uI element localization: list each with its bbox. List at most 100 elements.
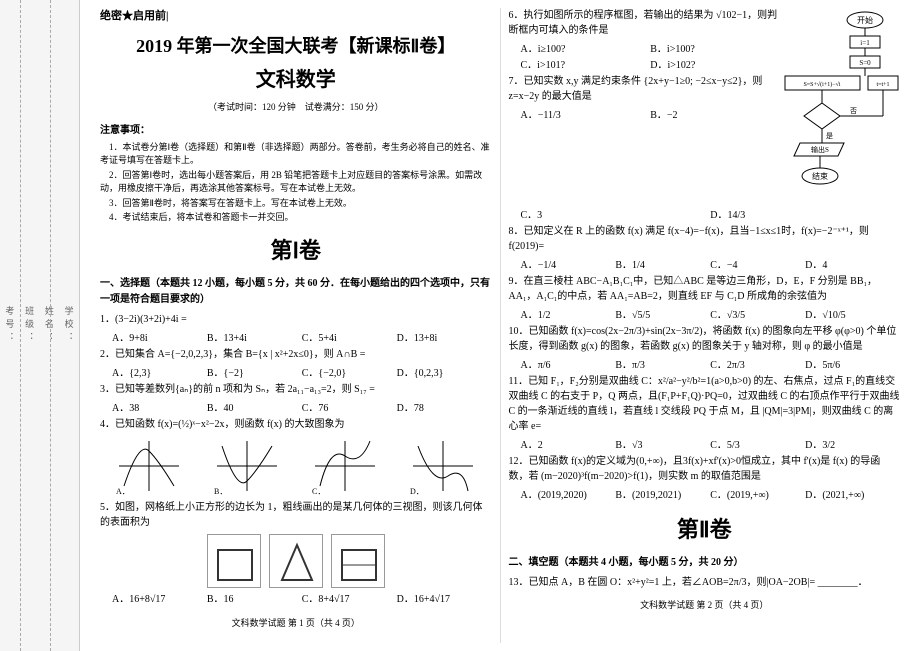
notice-title: 注意事项： bbox=[100, 123, 492, 139]
q10-opt-d: D．5π/6 bbox=[805, 358, 900, 374]
exam-subtitle: 文科数学 bbox=[100, 64, 492, 96]
svg-text:是: 是 bbox=[826, 132, 833, 140]
svg-text:A．: A． bbox=[116, 487, 130, 496]
svg-text:i=1: i=1 bbox=[860, 39, 870, 47]
part-2-title: 二、填空题（本题共 4 小题，每小题 5 分，共 20 分） bbox=[509, 555, 901, 571]
graph-d-icon: D． bbox=[408, 436, 478, 496]
q3-opt-b: B．40 bbox=[207, 401, 302, 417]
graph-b-icon: B． bbox=[212, 436, 282, 496]
q8-opt-a: A．−1/4 bbox=[521, 258, 616, 274]
q6-opt-d: D．i>102? bbox=[650, 58, 780, 74]
question-13: 13．已知点 A，B 在圆 O：x²+y²=1 上，若∠AOB=2π/3，则|O… bbox=[509, 575, 901, 590]
question-8: 8．已知定义在 R 上的函数 f(x) 满足 f(x−4)=−f(x)，且当−1… bbox=[509, 224, 901, 254]
q9-opt-c: C．√3/5 bbox=[710, 308, 805, 324]
footer-left: 文科数学试题 第 1 页（共 4 页） bbox=[100, 616, 492, 630]
q9-opt-b: B．√5/5 bbox=[615, 308, 710, 324]
view-front-icon bbox=[207, 534, 261, 588]
q10-opt-a: A．π/6 bbox=[521, 358, 616, 374]
secret-label: 绝密★启用前| bbox=[100, 8, 492, 26]
notice-item: 3．回答第Ⅱ卷时，将答案写在答题卡上。写在本试卷上无效。 bbox=[100, 197, 492, 211]
flowchart-icon: 开始 i=1 S=0 S=S+√(i+1)−√i t=t+1 否 是 输出S 结… bbox=[780, 8, 900, 208]
q1-opt-a: A．9+8i bbox=[112, 331, 207, 347]
q2-opt-b: B．{−2} bbox=[207, 366, 302, 382]
svg-text:S=0: S=0 bbox=[859, 59, 871, 67]
q2-opt-c: C．{−2,0} bbox=[302, 366, 397, 382]
q7-opt-b: B．−2 bbox=[650, 108, 780, 124]
q3-opt-a: A．38 bbox=[112, 401, 207, 417]
q7-opt-d: D．14/3 bbox=[710, 208, 900, 224]
binding-gutter: 学校： 姓名： 班级： 考号： bbox=[0, 0, 80, 651]
exam-meta: （考试时间：120 分钟 试卷满分：150 分） bbox=[100, 100, 492, 114]
svg-text:B．: B． bbox=[214, 487, 227, 496]
q8-opt-d: D．4 bbox=[805, 258, 900, 274]
view-side-icon bbox=[269, 534, 323, 588]
q1-opt-b: B．13+4i bbox=[207, 331, 302, 347]
q8-opt-c: C．−4 bbox=[710, 258, 805, 274]
q2-opt-a: A．{2,3} bbox=[112, 366, 207, 382]
svg-text:开始: 开始 bbox=[857, 15, 873, 25]
q6-opt-b: B．i>100? bbox=[650, 42, 780, 58]
question-11: 11．已知 F₁，F₂分别是双曲线 C：x²/a²−y²/b²=1(a>0,b>… bbox=[509, 374, 901, 434]
svg-text:否: 否 bbox=[850, 107, 857, 115]
gutter-label-school: 学校： bbox=[63, 306, 76, 345]
q9-opt-d: D．√10/5 bbox=[805, 308, 900, 324]
exam-title: 2019 年第一次全国大联考【新课标Ⅱ卷】 bbox=[100, 32, 492, 61]
question-5: 5．如图，网格纸上小正方形的边长为 1，粗线画出的是某几何体的三视图，则该几何体… bbox=[100, 500, 492, 530]
q5-opt-d: D．16+4√17 bbox=[397, 592, 492, 608]
section-2-title: 第Ⅱ卷 bbox=[509, 512, 901, 547]
q11-opt-c: C．5/3 bbox=[710, 438, 805, 454]
svg-text:S=S+√(i+1)−√i: S=S+√(i+1)−√i bbox=[803, 81, 840, 88]
column-left: 绝密★启用前| 2019 年第一次全国大联考【新课标Ⅱ卷】 文科数学 （考试时间… bbox=[92, 8, 501, 643]
q5-opt-c: C．8+4√17 bbox=[302, 592, 397, 608]
q7-opt-c: C．3 bbox=[521, 208, 711, 224]
q5-opt-a: A．16+8√17 bbox=[112, 592, 207, 608]
q1-opt-c: C．5+4i bbox=[302, 331, 397, 347]
page-content: 绝密★启用前| 2019 年第一次全国大联考【新课标Ⅱ卷】 文科数学 （考试时间… bbox=[80, 0, 920, 651]
q6-opt-c: C．i>101? bbox=[521, 58, 651, 74]
q1-opt-d: D．13+8i bbox=[397, 331, 492, 347]
q5-opt-b: B．16 bbox=[207, 592, 302, 608]
section-1-title: 第Ⅰ卷 bbox=[100, 233, 492, 268]
question-10: 10．已知函数 f(x)=cos(2x−2π/3)+sin(2x−3π/2)，将… bbox=[509, 324, 901, 354]
question-9: 9．在直三棱柱 ABC−A₁B₁C₁中，已知△ABC 是等边三角形，D，E，F … bbox=[509, 274, 901, 304]
q11-opt-d: D．3/2 bbox=[805, 438, 900, 454]
q12-opt-a: A．(2019,2020) bbox=[521, 488, 616, 504]
view-top-icon bbox=[331, 534, 385, 588]
question-4: 4．已知函数 f(x)=(½)ˣ−x²−2x，则函数 f(x) 的大致图象为 bbox=[100, 417, 492, 432]
svg-text:t=t+1: t=t+1 bbox=[876, 82, 889, 88]
q3-opt-d: D．78 bbox=[397, 401, 492, 417]
question-1: 1．(3−2i)(3+2i)+4i = bbox=[100, 312, 492, 327]
svg-text:C．: C． bbox=[312, 487, 325, 496]
notice-item: 2．回答第Ⅰ卷时，选出每小题答案后，用 2B 铅笔把答题卡上对应题目的答案标号涂… bbox=[100, 169, 492, 196]
q5-views bbox=[100, 534, 492, 588]
q2-opt-d: D．{0,2,3} bbox=[397, 366, 492, 382]
question-12: 12．已知函数 f(x)的定义域为(0,+∞)，且3f(x)+xf'(x)>0恒… bbox=[509, 454, 901, 484]
q10-opt-b: B．π/3 bbox=[615, 358, 710, 374]
q7-opt-a: A．−11/3 bbox=[521, 108, 651, 124]
q4-graphs: A． B． C． D． bbox=[100, 436, 492, 496]
graph-a-icon: A． bbox=[114, 436, 184, 496]
q12-opt-c: C．(2019,+∞) bbox=[710, 488, 805, 504]
column-right: 开始 i=1 S=0 S=S+√(i+1)−√i t=t+1 否 是 输出S 结… bbox=[501, 8, 909, 643]
q12-opt-d: D．(2021,+∞) bbox=[805, 488, 900, 504]
svg-text:输出S: 输出S bbox=[811, 145, 829, 154]
question-3: 3．已知等差数列{aₙ}的前 n 项和为 Sₙ，若 2a₁₁−a₁₃=2，则 S… bbox=[100, 382, 492, 397]
svg-text:结束: 结束 bbox=[812, 171, 828, 181]
svg-text:D．: D． bbox=[410, 487, 424, 496]
q10-opt-c: C．2π/3 bbox=[710, 358, 805, 374]
q11-opt-b: B．√3 bbox=[615, 438, 710, 454]
notice-item: 1．本试卷分第Ⅰ卷（选择题）和第Ⅱ卷（非选择题）两部分。答卷前，考生务必将自己的… bbox=[100, 141, 492, 168]
gutter-label-class: 班级： bbox=[23, 306, 36, 345]
part-1-title: 一、选择题（本题共 12 小题，每小题 5 分，共 60 分．在每小题给出的四个… bbox=[100, 276, 492, 308]
gutter-label-id: 考号： bbox=[3, 306, 16, 345]
footer-right: 文科数学试题 第 2 页（共 4 页） bbox=[509, 598, 901, 612]
q9-opt-a: A．1/2 bbox=[521, 308, 616, 324]
graph-c-icon: C． bbox=[310, 436, 380, 496]
notice-item: 4．考试结束后，将本试卷和答题卡一并交回。 bbox=[100, 211, 492, 225]
question-2: 2．已知集合 A={−2,0,2,3}，集合 B={x | x²+2x≤0}，则… bbox=[100, 347, 492, 362]
q3-opt-c: C．76 bbox=[302, 401, 397, 417]
q8-opt-b: B．1/4 bbox=[615, 258, 710, 274]
q12-opt-b: B．(2019,2021) bbox=[615, 488, 710, 504]
q11-opt-a: A．2 bbox=[521, 438, 616, 454]
q6-opt-a: A．i≥100? bbox=[521, 42, 651, 58]
